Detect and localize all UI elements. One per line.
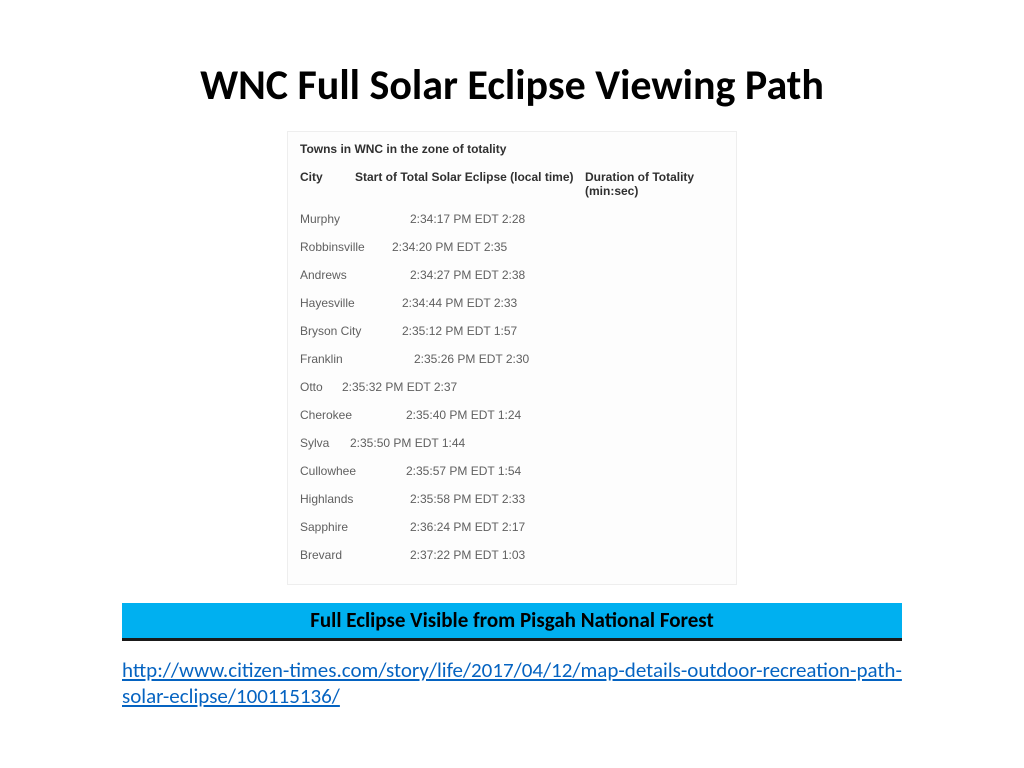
cell-time-duration: 2:35:26 PM EDT 2:30 xyxy=(414,352,529,366)
source-link[interactable]: http://www.citizen-times.com/story/life/… xyxy=(122,657,902,709)
cell-time-duration: 2:35:32 PM EDT 2:37 xyxy=(342,380,457,394)
col-duration: Duration of Totality (min:sec) xyxy=(585,170,724,198)
cell-time-duration: 2:36:24 PM EDT 2:17 xyxy=(410,520,525,534)
table-row: Cherokee2:35:40 PM EDT 1:24 xyxy=(300,408,724,422)
banner-note: Full Eclipse Visible from Pisgah Nationa… xyxy=(122,603,902,641)
col-city: City xyxy=(300,170,355,198)
cell-time-duration: 2:35:12 PM EDT 1:57 xyxy=(402,324,517,338)
table-row: Andrews2:34:27 PM EDT 2:38 xyxy=(300,268,724,282)
table-row: Franklin2:35:26 PM EDT 2:30 xyxy=(300,352,724,366)
cell-city: Otto xyxy=(300,380,342,394)
column-headers: City Start of Total Solar Eclipse (local… xyxy=(300,170,724,198)
box-heading: Towns in WNC in the zone of totality xyxy=(300,142,724,156)
cell-city: Cherokee xyxy=(300,408,406,422)
cell-time-duration: 2:34:17 PM EDT 2:28 xyxy=(410,212,525,226)
cell-time-duration: 2:34:44 PM EDT 2:33 xyxy=(402,296,517,310)
table-row: Sapphire2:36:24 PM EDT 2:17 xyxy=(300,520,724,534)
table-row: Highlands2:35:58 PM EDT 2:33 xyxy=(300,492,724,506)
eclipse-data-box: Towns in WNC in the zone of totality Cit… xyxy=(287,131,737,585)
slide-title: WNC Full Solar Eclipse Viewing Path xyxy=(0,0,1024,131)
table-row: Cullowhee2:35:57 PM EDT 1:54 xyxy=(300,464,724,478)
cell-time-duration: 2:35:57 PM EDT 1:54 xyxy=(406,464,521,478)
cell-city: Sapphire xyxy=(300,520,410,534)
table-row: Brevard2:37:22 PM EDT 1:03 xyxy=(300,548,724,562)
cell-time-duration: 2:34:20 PM EDT 2:35 xyxy=(392,240,507,254)
cell-city: Cullowhee xyxy=(300,464,406,478)
cell-city: Sylva xyxy=(300,436,350,450)
cell-time-duration: 2:37:22 PM EDT 1:03 xyxy=(410,548,525,562)
cell-city: Highlands xyxy=(300,492,410,506)
cell-time-duration: 2:35:50 PM EDT 1:44 xyxy=(350,436,465,450)
cell-time-duration: 2:34:27 PM EDT 2:38 xyxy=(410,268,525,282)
table-row: Robbinsville2:34:20 PM EDT 2:35 xyxy=(300,240,724,254)
table-row: Murphy2:34:17 PM EDT 2:28 xyxy=(300,212,724,226)
cell-city: Hayesville xyxy=(300,296,402,310)
cell-time-duration: 2:35:40 PM EDT 1:24 xyxy=(406,408,521,422)
table-row: Sylva2:35:50 PM EDT 1:44 xyxy=(300,436,724,450)
cell-city: Brevard xyxy=(300,548,410,562)
cell-city: Murphy xyxy=(300,212,410,226)
cell-city: Robbinsville xyxy=(300,240,392,254)
source-link-block: http://www.citizen-times.com/story/life/… xyxy=(122,657,902,709)
col-start: Start of Total Solar Eclipse (local time… xyxy=(355,170,585,198)
table-row: Otto2:35:32 PM EDT 2:37 xyxy=(300,380,724,394)
rows-container: Murphy2:34:17 PM EDT 2:28Robbinsville2:3… xyxy=(300,212,724,562)
cell-time-duration: 2:35:58 PM EDT 2:33 xyxy=(410,492,525,506)
table-row: Hayesville2:34:44 PM EDT 2:33 xyxy=(300,296,724,310)
cell-city: Andrews xyxy=(300,268,410,282)
cell-city: Franklin xyxy=(300,352,414,366)
table-row: Bryson City2:35:12 PM EDT 1:57 xyxy=(300,324,724,338)
cell-city: Bryson City xyxy=(300,324,402,338)
